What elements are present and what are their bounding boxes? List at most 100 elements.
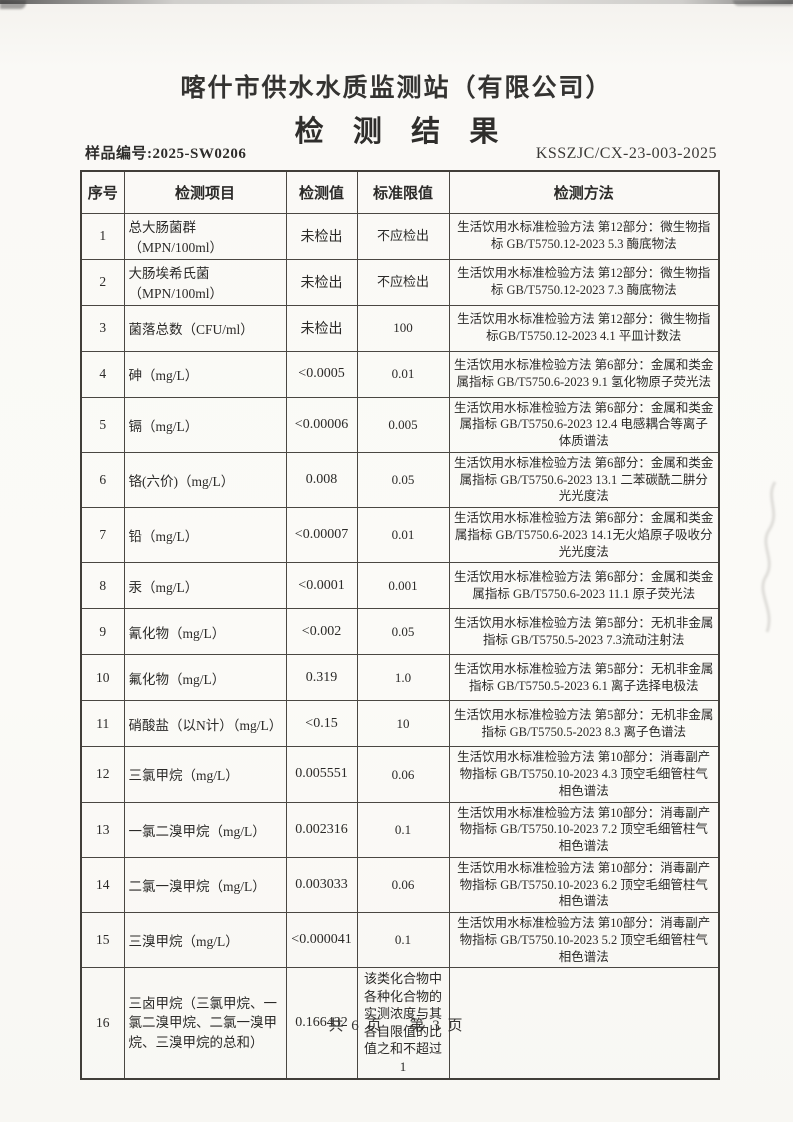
- cell-no: 6: [80, 451, 125, 509]
- cell-limit: 0.1: [356, 801, 450, 858]
- table-row: 9 氰化物（mg/L） <0.002 0.05 生活饮用水标准检验方法 第5部分…: [80, 608, 720, 656]
- cell-item: 汞（mg/L）: [123, 562, 287, 610]
- cell-method: 生活饮用水标准检验方法 第10部分：消毒副产物指标 GB/T5750.10-20…: [448, 856, 720, 914]
- cell-item: 三溴甲烷（mg/L）: [123, 911, 287, 969]
- cell-item: 铅（mg/L）: [123, 506, 287, 564]
- cell-no: 5: [80, 396, 125, 453]
- cell-value: 0.319: [285, 654, 358, 702]
- scan-artifact-pen-mark: [761, 481, 777, 633]
- cell-no: 13: [80, 801, 125, 858]
- cell-item: 大肠埃希氏菌（MPN/100ml）: [123, 258, 287, 306]
- header-value: 检测值: [285, 170, 358, 214]
- cell-limit: 不应检出: [356, 258, 450, 306]
- header-seq: 序号: [80, 170, 125, 214]
- cell-no: 14: [80, 856, 125, 914]
- org-name: 喀什市供水水质监测站（有限公司）: [180, 75, 613, 102]
- table-row: 15 三溴甲烷（mg/L） <0.000041 0.1 生活饮用水标准检验方法 …: [80, 911, 720, 969]
- cell-value: <0.0005: [285, 350, 358, 398]
- cell-value: <0.15: [285, 700, 358, 748]
- cell-method: 生活饮用水标准检验方法 第12部分：微生物指标GB/T5750.12-2023 …: [448, 304, 720, 352]
- cell-item: 硝酸盐（以N计）（mg/L）: [123, 700, 287, 748]
- cell-value: <0.00007: [285, 506, 358, 564]
- cell-value: <0.0001: [285, 562, 358, 610]
- table-row: 10 氟化物（mg/L） 0.319 1.0 生活饮用水标准检验方法 第5部分：…: [80, 654, 720, 702]
- cell-item: 二氯一溴甲烷（mg/L）: [123, 856, 287, 914]
- cell-value: <0.00006: [285, 396, 358, 453]
- cell-method: 生活饮用水标准检验方法 第6部分：金属和类金属指标 GB/T5750.6-202…: [448, 350, 720, 398]
- cell-limit: 0.01: [356, 350, 450, 398]
- page-footer: 共 6 页 第 3 页: [0, 1014, 793, 1035]
- cell-item: 总大肠菌群（MPN/100ml）: [123, 212, 287, 260]
- cell-method: 生活饮用水标准检验方法 第5部分：无机非金属指标 GB/T5750.5-2023…: [448, 654, 720, 702]
- cell-value: 未检出: [285, 212, 358, 260]
- cell-limit: 不应检出: [356, 212, 450, 260]
- cell-limit: 1.0: [356, 654, 450, 702]
- cell-item: 镉（mg/L）: [123, 396, 287, 453]
- cell-limit: 该类化合物中各种化合物的实测浓度与其各自限值的比值之和不超过1: [356, 967, 450, 1080]
- cell-no: 10: [80, 654, 125, 702]
- header-item: 检测项目: [123, 170, 287, 214]
- cell-item: 氰化物（mg/L）: [123, 608, 287, 656]
- cell-method: 生活饮用水标准检验方法 第12部分：微生物指标 GB/T5750.12-2023…: [448, 258, 720, 306]
- table-row: 12 三氯甲烷（mg/L） 0.005551 0.06 生活饮用水标准检验方法 …: [80, 746, 720, 803]
- cell-no: 7: [80, 506, 125, 564]
- table-row: 8 汞（mg/L） <0.0001 0.001 生活饮用水标准检验方法 第6部分…: [80, 562, 720, 610]
- cell-value: <0.000041: [285, 911, 358, 969]
- cell-item: 一氯二溴甲烷（mg/L）: [123, 801, 287, 858]
- table-row: 13 一氯二溴甲烷（mg/L） 0.002316 0.1 生活饮用水标准检验方法…: [80, 801, 720, 858]
- cell-item: 三氯甲烷（mg/L）: [123, 746, 287, 803]
- cell-method: 生活饮用水标准检验方法 第6部分：金属和类金属指标 GB/T5750.6-202…: [448, 396, 720, 453]
- table-row: 7 铅（mg/L） <0.00007 0.01 生活饮用水标准检验方法 第6部分…: [80, 506, 720, 564]
- cell-value: 未检出: [285, 258, 358, 306]
- cell-no: 15: [80, 911, 125, 969]
- cell-value: 0.005551: [285, 746, 358, 803]
- table-row: 11 硝酸盐（以N计）（mg/L） <0.15 10 生活饮用水标准检验方法 第…: [80, 700, 720, 748]
- cell-method: 生活饮用水标准检验方法 第6部分：金属和类金属指标 GB/T5750.6-202…: [448, 451, 720, 509]
- cell-limit: 10: [356, 700, 450, 748]
- cell-method: 生活饮用水标准检验方法 第6部分：金属和类金属指标 GB/T5750.6-202…: [448, 506, 720, 564]
- header-limit: 标准限值: [356, 170, 450, 214]
- cell-item: 氟化物（mg/L）: [123, 654, 287, 702]
- table-header-row: 序号 检测项目 检测值 标准限值 检测方法: [80, 170, 720, 214]
- table-row: 16 三卤甲烷（三氯甲烷、一氯二溴甲烷、二氯一溴甲烷、三溴甲烷的总和） 0.16…: [80, 967, 720, 1080]
- cell-method: 生活饮用水标准检验方法 第10部分：消毒副产物指标 GB/T5750.10-20…: [448, 911, 720, 969]
- results-table: 序号 检测项目 检测值 标准限值 检测方法 1 总大肠菌群（MPN/100ml）…: [80, 170, 720, 1080]
- table-row: 6 铬(六价)（mg/L） 0.008 0.05 生活饮用水标准检验方法 第6部…: [80, 451, 720, 509]
- table-row: 4 砷（mg/L） <0.0005 0.01 生活饮用水标准检验方法 第6部分：…: [80, 350, 720, 398]
- header-method: 检测方法: [448, 170, 720, 214]
- cell-limit: 0.05: [356, 451, 450, 509]
- cell-method: 生活饮用水标准检验方法 第6部分：金属和类金属指标 GB/T5750.6-202…: [448, 562, 720, 610]
- cell-no: 2: [80, 258, 125, 306]
- cell-item: 砷（mg/L）: [123, 350, 287, 398]
- cell-method: 生活饮用水标准检验方法 第5部分：无机非金属指标 GB/T5750.5-2023…: [448, 608, 720, 656]
- footer-current-page: 第 3 页: [409, 1018, 465, 1034]
- cell-limit: 0.01: [356, 506, 450, 564]
- cell-no: 1: [80, 212, 125, 260]
- cell-limit: 0.05: [356, 608, 450, 656]
- footer-total-pages: 共 6 页: [328, 1018, 384, 1034]
- report-title: 检 测 结 果: [294, 116, 499, 148]
- cell-method: 生活饮用水标准检验方法 第10部分：消毒副产物指标 GB/T5750.10-20…: [448, 801, 720, 858]
- table-row: 1 总大肠菌群（MPN/100ml） 未检出 不应检出 生活饮用水标准检验方法 …: [80, 212, 720, 260]
- cell-limit: 0.005: [356, 396, 450, 453]
- cell-limit: 0.06: [356, 856, 450, 914]
- table-row: 5 镉（mg/L） <0.00006 0.005 生活饮用水标准检验方法 第6部…: [80, 396, 720, 453]
- cell-method: [448, 967, 720, 1080]
- cell-method: 生活饮用水标准检验方法 第5部分：无机非金属指标 GB/T5750.5-2023…: [448, 700, 720, 748]
- cell-no: 9: [80, 608, 125, 656]
- cell-value: <0.002: [285, 608, 358, 656]
- cell-no: 11: [80, 700, 125, 748]
- cell-method: 生活饮用水标准检验方法 第12部分：微生物指标 GB/T5750.12-2023…: [448, 212, 720, 260]
- cell-no: 8: [80, 562, 125, 610]
- cell-value: 0.008: [285, 451, 358, 509]
- cell-value: 0.166432: [285, 967, 358, 1080]
- cell-value: 未检出: [285, 304, 358, 352]
- cell-limit: 0.06: [356, 746, 450, 803]
- cell-no: 4: [80, 350, 125, 398]
- document-code: KSSZJC/CX-23-003-2025: [535, 145, 717, 162]
- scan-edge-artifact: [0, 0, 793, 4]
- cell-limit: 0.1: [356, 911, 450, 969]
- cell-item: 铬(六价)（mg/L）: [123, 451, 287, 509]
- cell-method: 生活饮用水标准检验方法 第10部分：消毒副产物指标 GB/T5750.10-20…: [448, 746, 720, 803]
